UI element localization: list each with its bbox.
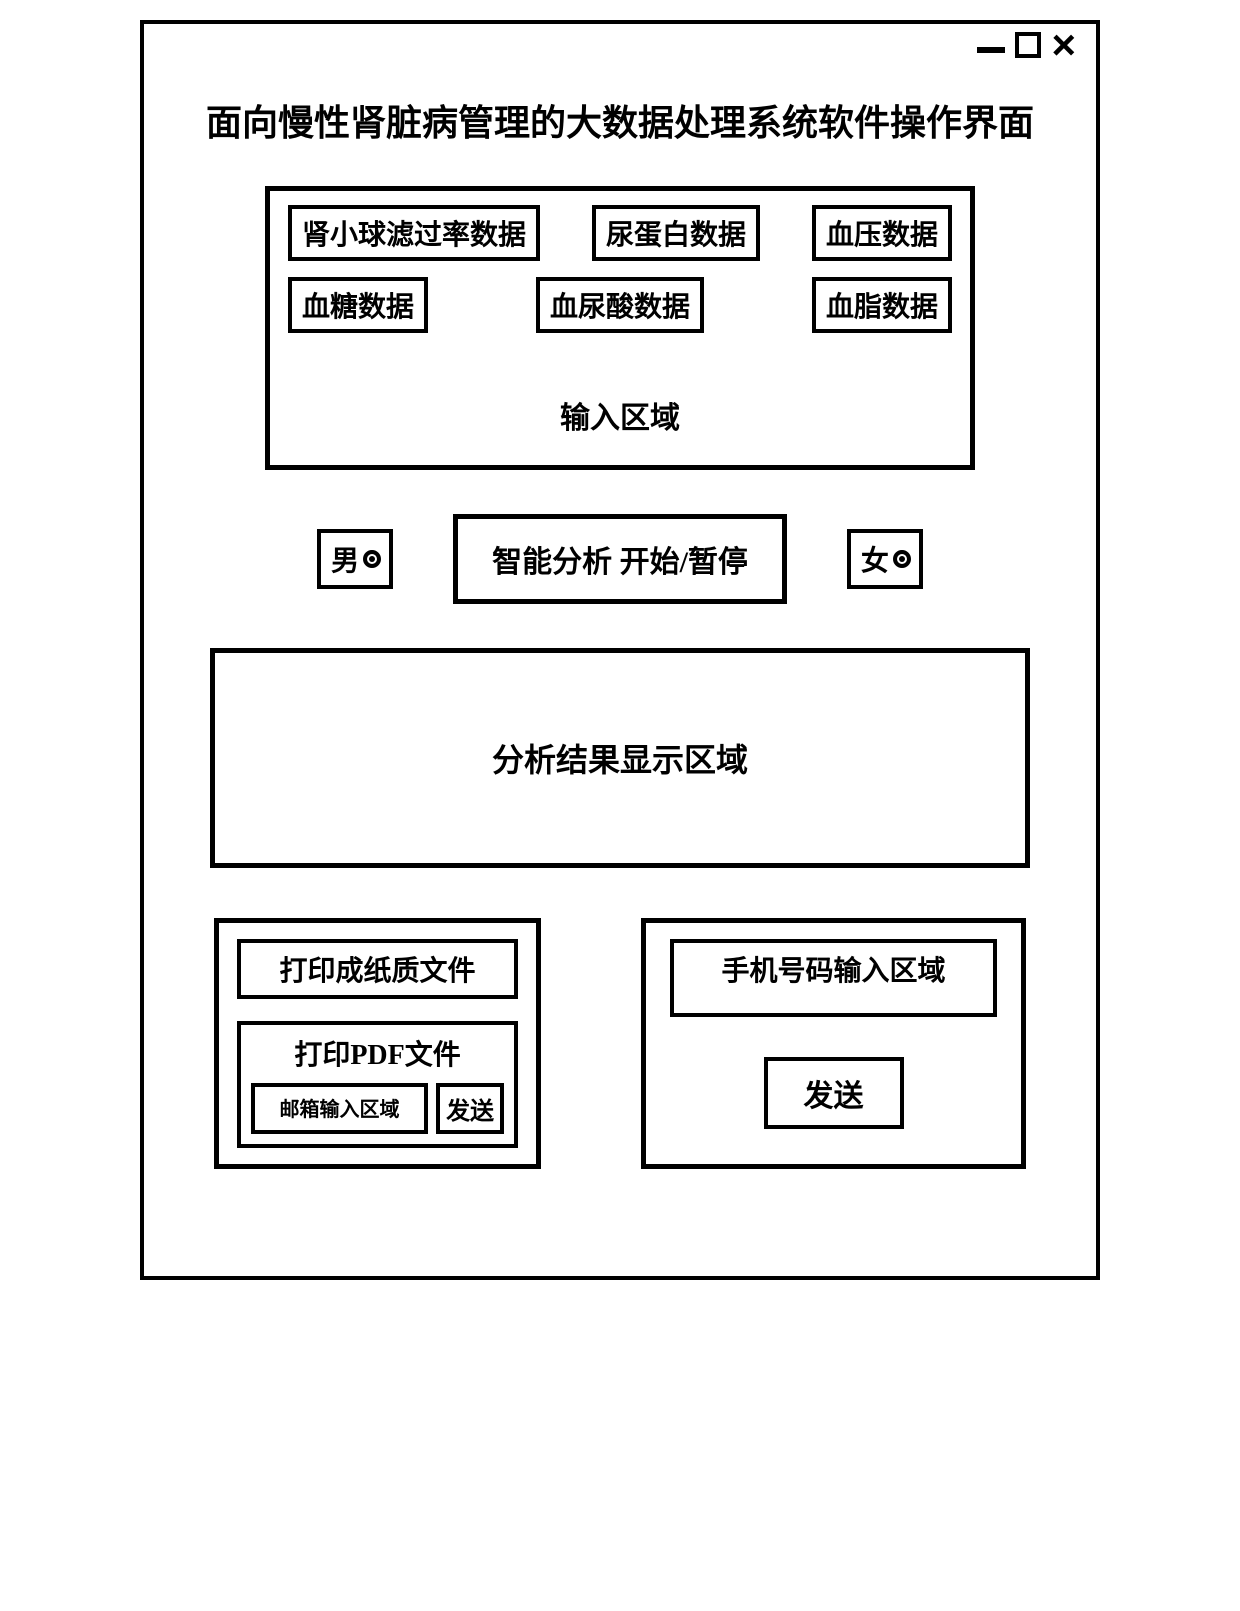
blood-sugar-data-button[interactable]: 血糖数据 [288, 277, 428, 333]
print-paper-button[interactable]: 打印成纸质文件 [237, 939, 518, 999]
gfr-data-button[interactable]: 肾小球滤过率数据 [288, 205, 540, 261]
input-area-panel: 肾小球滤过率数据 尿蛋白数据 血压数据 血糖数据 血尿酸数据 血脂数据 输入区域 [265, 186, 975, 470]
gender-female-label: 女 [861, 539, 889, 579]
page-title: 面向慢性肾脏病管理的大数据处理系统软件操作界面 [184, 94, 1056, 146]
app-window: × 面向慢性肾脏病管理的大数据处理系统软件操作界面 肾小球滤过率数据 尿蛋白数据… [140, 20, 1100, 1280]
phone-panel: 手机号码输入区域 发送 [641, 918, 1026, 1169]
maximize-icon[interactable] [1015, 32, 1041, 58]
analyze-row: 男 智能分析 开始/暂停 女 [210, 514, 1030, 604]
print-pdf-label: 打印PDF文件 [251, 1033, 504, 1073]
blood-pressure-data-button[interactable]: 血压数据 [812, 205, 952, 261]
result-area-label: 分析结果显示区域 [492, 735, 748, 781]
radio-dot-icon [893, 550, 911, 568]
gender-male-label: 男 [331, 539, 359, 579]
input-area-label: 输入区域 [288, 393, 952, 437]
gender-male-radio[interactable]: 男 [317, 529, 393, 589]
window-controls: × [977, 32, 1076, 58]
phone-input-placeholder: 手机号码输入区域 [722, 949, 946, 989]
blood-lipid-data-button[interactable]: 血脂数据 [812, 277, 952, 333]
print-pdf-box: 打印PDF文件 邮箱输入区域 发送 [237, 1021, 518, 1148]
close-icon[interactable]: × [1051, 32, 1076, 58]
email-send-button[interactable]: 发送 [436, 1083, 504, 1134]
bottom-row: 打印成纸质文件 打印PDF文件 邮箱输入区域 发送 手机号码输入区域 发送 [214, 918, 1026, 1169]
phone-number-input[interactable]: 手机号码输入区域 [670, 939, 997, 1017]
urine-protein-data-button[interactable]: 尿蛋白数据 [592, 205, 760, 261]
minimize-icon[interactable] [977, 47, 1005, 53]
analyze-start-pause-button[interactable]: 智能分析 开始/暂停 [453, 514, 787, 604]
print-panel: 打印成纸质文件 打印PDF文件 邮箱输入区域 发送 [214, 918, 541, 1169]
radio-dot-icon [363, 550, 381, 568]
gender-female-radio[interactable]: 女 [847, 529, 923, 589]
result-display-area: 分析结果显示区域 [210, 648, 1030, 868]
phone-send-button[interactable]: 发送 [764, 1057, 904, 1129]
email-input[interactable]: 邮箱输入区域 [251, 1083, 428, 1134]
uric-acid-data-button[interactable]: 血尿酸数据 [536, 277, 704, 333]
